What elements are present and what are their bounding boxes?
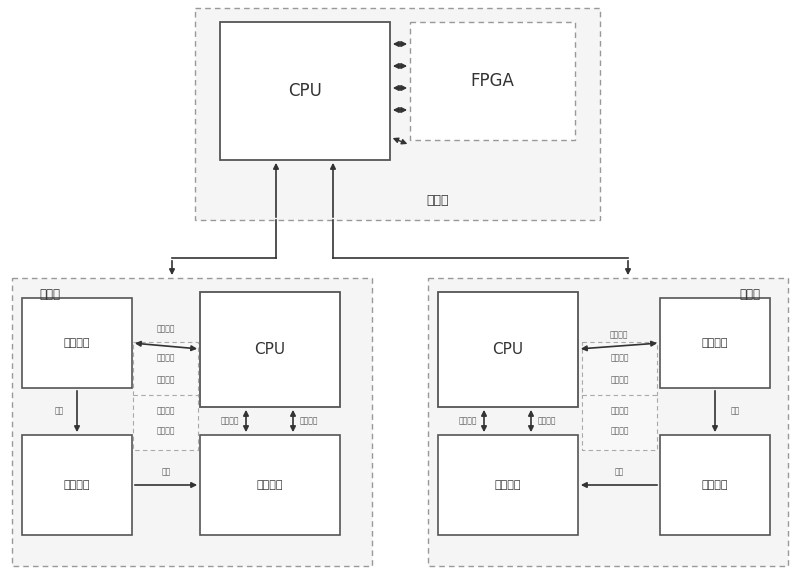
Bar bbox=[410, 22, 575, 140]
Text: 时钟: 时钟 bbox=[730, 406, 740, 416]
Text: FPGA: FPGA bbox=[470, 72, 514, 90]
Bar bbox=[428, 278, 788, 566]
Text: 时钟: 时钟 bbox=[162, 468, 170, 476]
Text: 控制通道: 控制通道 bbox=[538, 417, 556, 425]
Text: 控制通道: 控制通道 bbox=[300, 417, 318, 425]
Text: 应用模块: 应用模块 bbox=[64, 338, 90, 348]
Bar bbox=[582, 395, 657, 450]
Text: 控制通道: 控制通道 bbox=[610, 427, 629, 435]
Text: 时钟模块: 时钟模块 bbox=[702, 480, 728, 490]
Bar bbox=[12, 278, 372, 566]
Text: 时钟模块: 时钟模块 bbox=[64, 480, 90, 490]
Bar bbox=[660, 435, 770, 535]
Text: 时钟: 时钟 bbox=[614, 468, 624, 476]
Text: 控制通道: 控制通道 bbox=[610, 331, 628, 339]
Text: 应用模块: 应用模块 bbox=[494, 480, 522, 490]
Bar bbox=[220, 22, 390, 160]
Bar bbox=[660, 298, 770, 388]
Text: 控制通道: 控制通道 bbox=[156, 427, 174, 435]
Text: 数据通道: 数据通道 bbox=[610, 406, 629, 416]
Bar bbox=[22, 298, 132, 388]
Bar bbox=[200, 292, 340, 407]
Bar bbox=[582, 342, 657, 397]
Text: 受控板: 受控板 bbox=[739, 287, 761, 301]
Text: 数据通道: 数据通道 bbox=[156, 406, 174, 416]
Text: 应用模块: 应用模块 bbox=[702, 338, 728, 348]
Text: 主控板: 主控板 bbox=[426, 194, 450, 206]
Bar bbox=[438, 435, 578, 535]
Text: 时钟: 时钟 bbox=[54, 406, 64, 416]
Text: 数据通道: 数据通道 bbox=[458, 417, 478, 425]
Text: 受控板: 受控板 bbox=[39, 287, 61, 301]
Bar bbox=[195, 8, 600, 220]
Bar bbox=[133, 342, 198, 397]
Bar bbox=[438, 292, 578, 407]
Bar bbox=[200, 435, 340, 535]
Text: 数据通道: 数据通道 bbox=[156, 376, 174, 384]
Text: CPU: CPU bbox=[254, 342, 286, 357]
Bar bbox=[22, 435, 132, 535]
Text: CPU: CPU bbox=[288, 82, 322, 100]
Bar bbox=[133, 395, 198, 450]
Text: 控制通道: 控制通道 bbox=[610, 354, 629, 362]
Text: CPU: CPU bbox=[493, 342, 523, 357]
Text: 数据通道: 数据通道 bbox=[610, 376, 629, 384]
Text: 控制通道: 控制通道 bbox=[157, 324, 175, 334]
Text: 控制通道: 控制通道 bbox=[156, 354, 174, 362]
Text: 数据通道: 数据通道 bbox=[221, 417, 239, 425]
Text: 应用模块: 应用模块 bbox=[257, 480, 283, 490]
